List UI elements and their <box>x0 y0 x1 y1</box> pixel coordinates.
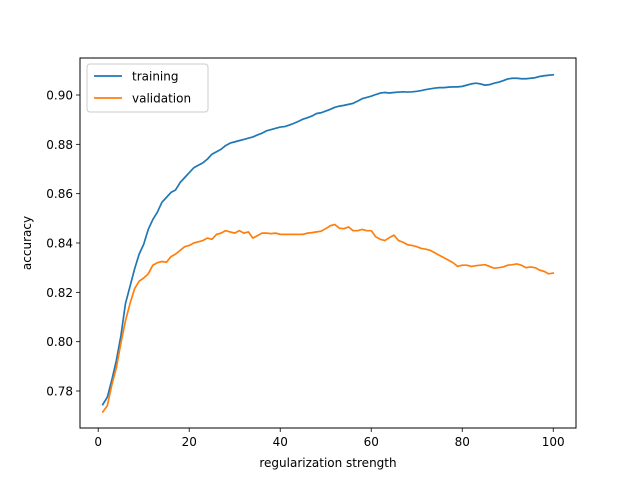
legend: training validation <box>86 63 209 113</box>
x-tick-label: 80 <box>455 435 470 449</box>
x-tick-label: 0 <box>94 435 102 449</box>
x-tick-label: 60 <box>364 435 379 449</box>
x-tick-label: 100 <box>542 435 565 449</box>
x-axis: 0 20 40 60 80 100 <box>94 428 565 449</box>
y-tick-label: 0.88 <box>46 138 73 152</box>
legend-label-training: training <box>132 70 179 84</box>
legend-label-validation: validation <box>132 92 191 106</box>
y-tick-label: 0.86 <box>46 187 73 201</box>
series-line-validation <box>101 223 555 414</box>
x-axis-label: regularization strength <box>259 456 396 470</box>
y-tick-label: 0.84 <box>46 237 73 251</box>
y-tick-label: 0.90 <box>46 89 73 103</box>
y-axis: 0.78 0.80 0.82 0.84 0.86 0.88 0.90 <box>46 89 80 399</box>
y-tick-label: 0.80 <box>46 335 73 349</box>
series-layer <box>101 73 555 414</box>
x-tick-label: 20 <box>182 435 197 449</box>
series-line-training <box>101 73 555 406</box>
x-tick-label: 40 <box>273 435 288 449</box>
y-tick-label: 0.78 <box>46 385 73 399</box>
y-axis-label: accuracy <box>20 216 34 270</box>
y-tick-label: 0.82 <box>46 286 73 300</box>
